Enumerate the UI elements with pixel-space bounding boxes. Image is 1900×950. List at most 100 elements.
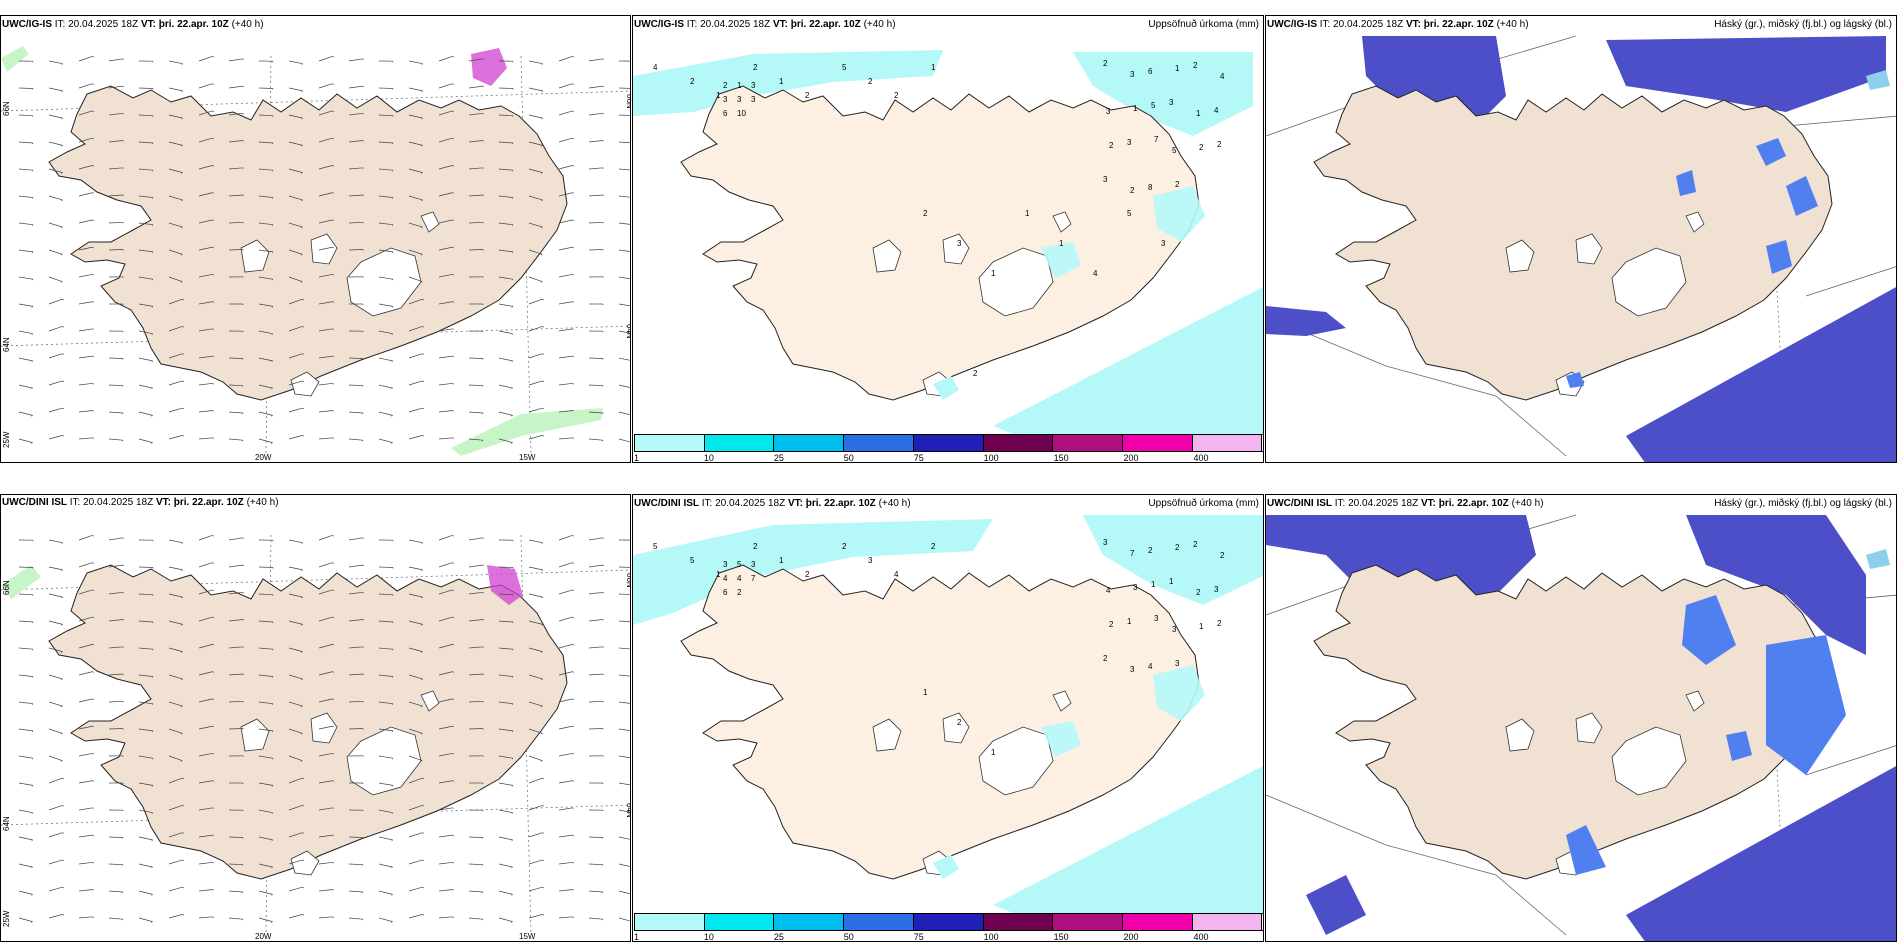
wind-barb-tick: [272, 676, 274, 678]
wind-barb: [318, 671, 333, 676]
wind-barb: [108, 700, 124, 703]
precip-value-label: 3: [1133, 583, 1138, 592]
wind-barb-tick: [61, 542, 63, 544]
wind-barb: [348, 167, 363, 170]
precip-value-label: 2: [1175, 180, 1180, 189]
precip-value-label: 6: [1148, 67, 1153, 76]
iceland-coastline: [1313, 85, 1833, 401]
wind-barb-tick: [151, 278, 154, 281]
wind-barb: [18, 87, 34, 89]
wind-barb: [48, 914, 63, 919]
wind-barb: [528, 674, 543, 680]
wind-barb: [558, 246, 573, 251]
wind-barb-tick: [271, 921, 273, 923]
wind-barb: [408, 407, 423, 413]
wind-barb-tick: [452, 110, 455, 113]
wind-barb-tick: [182, 326, 185, 328]
wind-barb-tick: [542, 832, 545, 834]
wind-barb-tick: [332, 562, 335, 564]
wind-barb: [408, 114, 423, 119]
cloud-title: Háský (gr.), miðský (fj.bl.) og lágský (…: [1714, 19, 1892, 30]
wind-barb: [288, 87, 303, 92]
wind-barb: [528, 914, 543, 919]
precip-value-label: 3: [1103, 175, 1108, 184]
wind-barb-tick: [122, 140, 124, 142]
wind-barb: [258, 168, 273, 171]
precip-area: [1073, 52, 1253, 136]
wind-barb: [288, 380, 303, 386]
wind-barb: [618, 222, 630, 225]
wind-barb: [78, 889, 93, 892]
wind-barb: [318, 725, 333, 730]
wind-barb: [198, 889, 213, 892]
wind-barb-tick: [422, 407, 424, 410]
legend-tick-label: 50: [843, 453, 854, 463]
wind-barb-tick: [422, 777, 425, 780]
wind-barb-tick: [242, 619, 244, 621]
legend-swatch: [704, 914, 775, 930]
wind-barb-tick: [301, 117, 303, 120]
wind-barb: [288, 353, 303, 359]
wind-barb: [258, 249, 273, 253]
wind-barb-tick: [602, 537, 604, 539]
wind-barb: [138, 728, 153, 732]
precip-value-label: 1: [991, 269, 996, 278]
wind-barb: [528, 620, 543, 625]
wind-barb: [618, 620, 630, 623]
wind-barb: [108, 619, 123, 622]
wind-barb-tick: [92, 834, 94, 837]
precip-value-label: 1: [1196, 109, 1201, 118]
wind-barb-tick: [452, 437, 454, 439]
wind-barb: [78, 807, 93, 811]
wind-barb-tick: [271, 839, 273, 842]
wind-barb: [18, 141, 34, 144]
legend-swatch: [983, 435, 1054, 451]
wind-barb-tick: [301, 145, 303, 147]
legend-swatch: [913, 435, 984, 451]
wind-barb: [108, 863, 124, 866]
wind-barb: [438, 698, 453, 703]
wind-barb-tick: [61, 569, 63, 572]
wind-barb-tick: [391, 415, 393, 417]
wind-barb-tick: [572, 589, 575, 592]
wind-barb: [48, 435, 63, 440]
cloud-area: [1786, 176, 1818, 216]
wind-barb: [168, 87, 183, 92]
wind-barb-tick: [92, 274, 94, 276]
wind-barb-tick: [302, 298, 305, 301]
wind-barb: [618, 890, 630, 895]
wind-barb: [138, 357, 153, 362]
wind-barb-tick: [482, 564, 484, 567]
precip-value-label: 1: [1175, 64, 1180, 73]
wind-barb: [498, 411, 513, 416]
wind-barb-tick: [31, 251, 34, 254]
wind-barb-tick: [332, 56, 335, 58]
wind-barb: [228, 167, 243, 170]
wind-barb-tick: [301, 172, 303, 174]
wind-barb: [498, 168, 513, 171]
wind-barb-tick: [242, 140, 244, 142]
wind-barb-tick: [422, 914, 424, 916]
wind-barb: [168, 701, 183, 707]
wind-barb: [558, 698, 573, 703]
wind-barb-tick: [60, 226, 63, 229]
wind-barb-tick: [61, 172, 63, 174]
wind-barb: [288, 141, 303, 146]
wind-barb-tick: [541, 596, 543, 599]
wind-barb: [558, 644, 573, 649]
wind-barb-tick: [301, 542, 303, 544]
wind-barb: [528, 87, 543, 92]
legend-tick-label: 100: [983, 453, 999, 463]
wind-barb: [438, 616, 453, 622]
precip-value-label: 2: [868, 77, 873, 86]
wind-barb: [558, 916, 573, 919]
wind-barb: [78, 410, 93, 413]
wind-barb: [18, 701, 33, 705]
wind-barb-tick: [421, 90, 423, 93]
wind-barb: [438, 137, 453, 143]
wind-barb-tick: [602, 113, 604, 115]
wind-barb: [288, 298, 303, 305]
wind-barb: [168, 620, 183, 625]
wind-barb: [258, 890, 273, 895]
precip-value-label: 5: [1151, 101, 1156, 110]
